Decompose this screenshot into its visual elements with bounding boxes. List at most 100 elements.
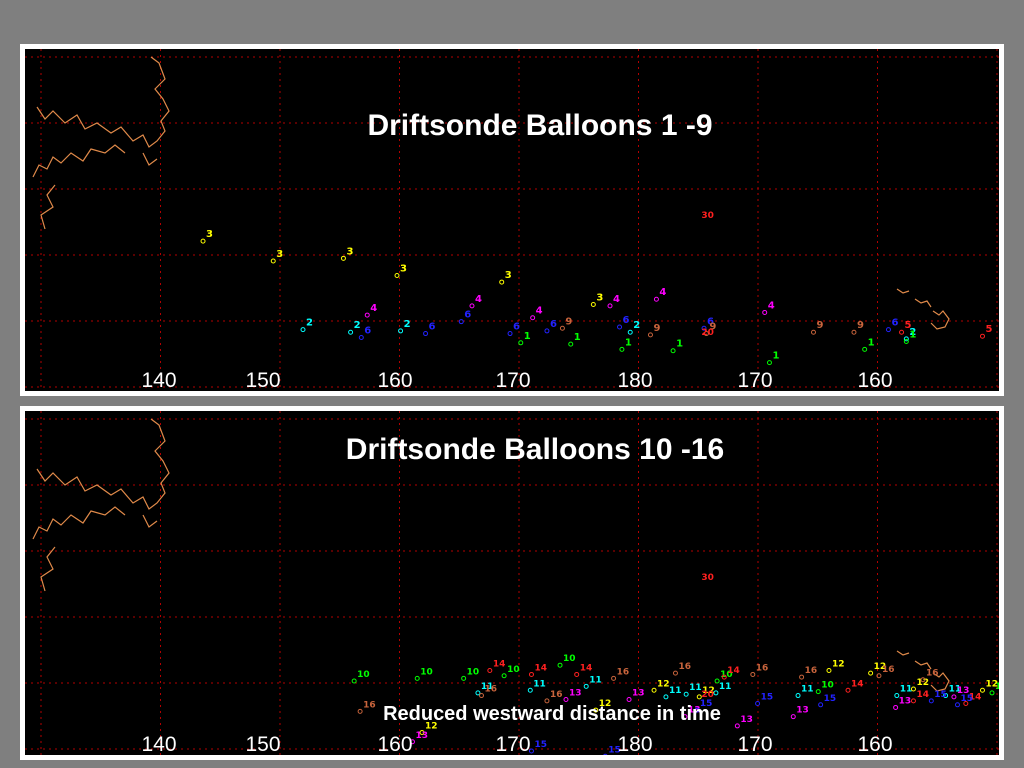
balloon-marker: 13 [951, 686, 969, 700]
balloon-marker: 10 [989, 682, 999, 696]
balloon-id-label: 12 [874, 662, 887, 672]
balloon-id-label: 2 [404, 319, 411, 330]
balloon-marker: 9 [559, 316, 572, 331]
balloon-marker: 13 [682, 706, 701, 720]
balloon-position-dot [903, 338, 909, 344]
balloon-position-dot [894, 693, 900, 699]
balloon-id-label: 11 [481, 682, 494, 692]
balloon-id-label: 2 [633, 320, 640, 331]
balloon-id-label: 13 [415, 731, 428, 741]
balloon-marker: 2 [627, 320, 640, 335]
balloon-position-dot [696, 694, 702, 700]
balloon-id-label: 6 [707, 316, 714, 327]
balloon-marker: 12 [651, 679, 670, 693]
balloon-marker: 6 [885, 318, 898, 333]
balloon-position-dot [559, 325, 565, 331]
balloon-marker: 14 [528, 663, 547, 677]
balloon-position-dot [603, 753, 608, 755]
balloon-position-dot [574, 671, 580, 677]
balloon-position-dot [910, 686, 916, 692]
balloon-id-label: 14 [916, 690, 929, 700]
lat-lon-grid [25, 411, 999, 755]
balloon-marker: 2 [300, 318, 313, 333]
balloon-position-dot [701, 325, 707, 331]
balloon-marker: 13 [563, 689, 582, 703]
balloon-position-dot [593, 707, 599, 713]
balloon-marker: 11 [663, 686, 681, 700]
balloon-id-label: 10 [563, 654, 576, 664]
balloon-marker: 15 [755, 692, 773, 706]
balloon-marker: 3 [340, 246, 353, 261]
balloon-markers: 1010101010101010111111111111111111121212… [351, 573, 999, 755]
panel-subtitle-bottom: Reduced westward distance in time [383, 703, 721, 725]
longitude-label: 170 [495, 733, 531, 756]
balloon-position-dot [507, 331, 513, 337]
balloon-id-label: 13 [688, 706, 701, 716]
balloon-marker: 2 [903, 327, 916, 342]
balloon-position-dot [951, 694, 957, 700]
longitude-label: 150 [245, 369, 281, 392]
balloon-id-label: 3 [346, 246, 353, 257]
balloon-id-label: 16 [926, 669, 939, 679]
panel-title-top: Driftsonde Balloons 1 -9 [367, 109, 713, 142]
balloon-position-dot [790, 714, 796, 720]
balloon-id-label: 15 [608, 745, 621, 755]
longitude-label: 160 [857, 369, 893, 392]
balloon-position-dot [920, 677, 926, 683]
balloon-marker: 14 [487, 659, 505, 673]
balloon-position-dot [351, 678, 357, 684]
balloon-position-dot [750, 671, 756, 677]
balloon-marker: 11 [894, 685, 912, 699]
balloon-id-label: 1 [772, 351, 779, 362]
balloon-position-dot [270, 258, 276, 264]
balloon-position-dot [478, 693, 484, 699]
balloon-marker: 15 [603, 745, 621, 755]
balloon-marker: 16 [799, 666, 818, 680]
balloon-marker: 5 [899, 320, 912, 335]
balloon-position-dot [590, 302, 596, 308]
balloon-id-label: 13 [632, 689, 645, 699]
balloon-position-dot [528, 748, 534, 754]
balloon-id-label: 5 [985, 324, 992, 335]
balloon-position-dot [357, 708, 363, 714]
balloon-marker: 12 [868, 662, 887, 676]
balloon-position-dot [469, 303, 475, 309]
balloon-marker: 1 [670, 339, 683, 354]
balloon-position-dot [300, 327, 306, 333]
balloon-id-label: 16 [678, 662, 691, 672]
balloon-marker: 16 [357, 700, 376, 714]
balloon-position-dot [627, 329, 633, 335]
balloon-marker: 10 [501, 665, 520, 679]
balloon-id-label: 9 [817, 320, 824, 331]
longitude-label: 170 [737, 369, 773, 392]
balloon-marker: 1 [903, 329, 916, 344]
balloon-id-label: 4 [613, 294, 620, 305]
balloon-id-label: 4 [475, 294, 482, 305]
balloon-marker: 12 [826, 659, 845, 673]
balloon-id-label: 5 [905, 320, 912, 331]
balloon-position-dot [340, 255, 346, 261]
balloon-id-label: 9 [709, 322, 716, 333]
balloon-id-label: 4 [370, 303, 377, 314]
longitude-label: 140 [141, 733, 177, 756]
balloon-id-label: 10 [821, 681, 834, 691]
balloon-id-label: 6 [513, 322, 520, 333]
balloon-position-dot [903, 336, 909, 342]
balloon-marker: 11 [795, 685, 814, 699]
balloon-id-label: 14 [969, 692, 982, 702]
balloon-marker: 14 [721, 666, 740, 680]
balloon-id-label: 20 [701, 328, 714, 338]
longitude-label: 170 [737, 733, 773, 756]
balloon-marker: 3 [200, 229, 213, 244]
balloon-marker: 15 [954, 694, 973, 708]
balloon-marker: 12 [979, 679, 998, 693]
balloon-marker: 4 [530, 306, 543, 321]
balloon-id-label: 16 [805, 666, 818, 676]
balloon-position-dot [530, 315, 536, 321]
balloon-marker: 6 [423, 322, 436, 337]
balloon-marker: 11 [475, 682, 494, 696]
balloon-id-label: 6 [550, 319, 557, 330]
balloon-marker: 5 [979, 324, 992, 339]
balloon-position-dot [943, 693, 949, 699]
